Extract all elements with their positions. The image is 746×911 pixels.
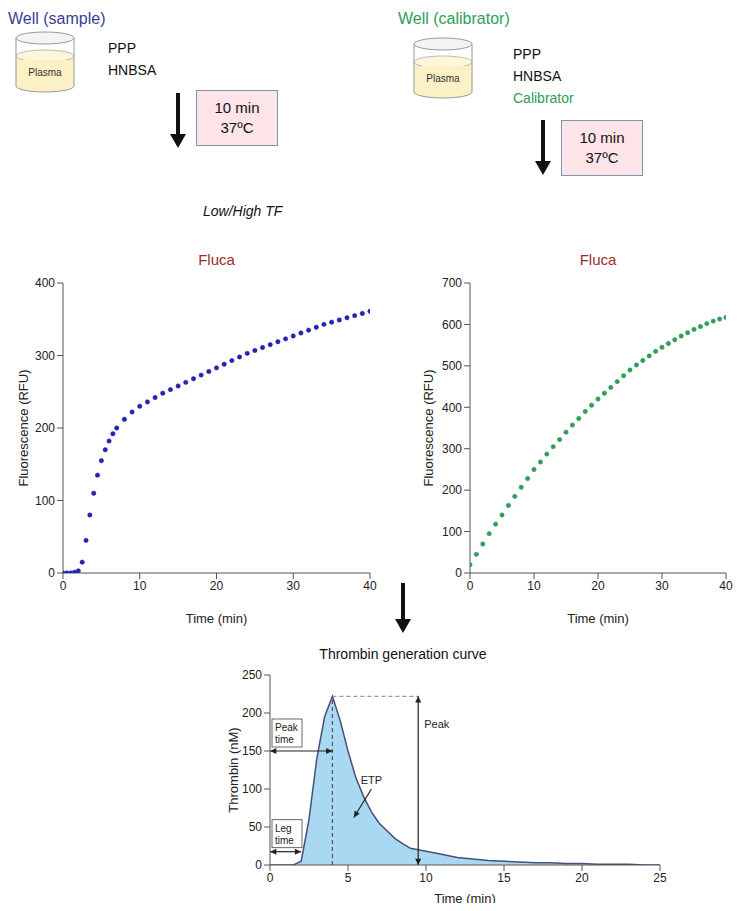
svg-text:10: 10 bbox=[527, 579, 541, 593]
svg-text:0: 0 bbox=[60, 579, 67, 593]
html-text:10 min: 10 min bbox=[214, 99, 260, 116]
svg-text:0: 0 bbox=[267, 871, 274, 885]
html-text:HNBSA: HNBSA bbox=[513, 68, 562, 84]
svg-text:20: 20 bbox=[591, 579, 605, 593]
svg-text:ETP: ETP bbox=[361, 774, 382, 786]
html-text:Time (min): Time (min) bbox=[185, 611, 248, 626]
svg-text:700: 700 bbox=[442, 276, 462, 290]
html-text:PPP: PPP bbox=[513, 46, 541, 62]
svg-text:30: 30 bbox=[287, 579, 301, 593]
html-text:Thrombin (nM): Thrombin (nM) bbox=[225, 727, 241, 813]
svg-text:10: 10 bbox=[133, 579, 147, 593]
html-text:10 min: 10 min bbox=[579, 129, 625, 146]
html-text:37ºC: 37ºC bbox=[585, 149, 619, 166]
svg-text:300: 300 bbox=[442, 442, 462, 456]
html-text:Thrombin generation curve: Thrombin generation curve bbox=[319, 646, 487, 662]
svg-text:500: 500 bbox=[442, 359, 462, 373]
svg-text:time: time bbox=[275, 835, 294, 846]
svg-text:15: 15 bbox=[497, 871, 511, 885]
svg-text:400: 400 bbox=[442, 401, 462, 415]
html-text:PPP: PPP bbox=[108, 40, 136, 56]
html-text:Time (min): Time (min) bbox=[434, 891, 496, 906]
svg-text:150: 150 bbox=[242, 744, 262, 758]
svg-text:100: 100 bbox=[442, 525, 462, 539]
html-text:Well (calibrator): Well (calibrator) bbox=[398, 10, 510, 27]
svg-text:40: 40 bbox=[719, 579, 733, 593]
svg-text:10: 10 bbox=[419, 871, 433, 885]
svg-text:5: 5 bbox=[345, 871, 352, 885]
svg-text:0: 0 bbox=[48, 566, 55, 580]
svg-text:300: 300 bbox=[35, 349, 55, 363]
svg-text:100: 100 bbox=[35, 494, 55, 508]
svg-text:20: 20 bbox=[575, 871, 589, 885]
svg-text:0: 0 bbox=[255, 858, 262, 872]
svg-text:Peak: Peak bbox=[275, 722, 299, 733]
svg-text:600: 600 bbox=[442, 318, 462, 332]
html-text:37ºC: 37ºC bbox=[220, 119, 254, 136]
html-text:Fluca: Fluca bbox=[579, 251, 617, 268]
svg-text:200: 200 bbox=[442, 483, 462, 497]
svg-text:Peak: Peak bbox=[424, 718, 450, 730]
html-text:Fluorescence (RFU): Fluorescence (RFU) bbox=[15, 369, 31, 487]
svg-text:40: 40 bbox=[363, 579, 377, 593]
svg-text:Leg: Leg bbox=[275, 823, 292, 834]
svg-text:200: 200 bbox=[242, 706, 262, 720]
svg-text:time: time bbox=[275, 734, 294, 745]
svg-text:Plasma: Plasma bbox=[426, 73, 460, 84]
svg-text:25: 25 bbox=[653, 871, 667, 885]
html-text:Time (min): Time (min) bbox=[567, 611, 629, 626]
svg-text:20: 20 bbox=[210, 579, 224, 593]
html-text:Low/High TF: Low/High TF bbox=[203, 203, 283, 219]
svg-text:100: 100 bbox=[242, 782, 262, 796]
html-text:Fluorescence (RFU): Fluorescence (RFU) bbox=[420, 369, 436, 487]
html-text:Well (sample): Well (sample) bbox=[8, 10, 106, 27]
svg-text:200: 200 bbox=[35, 421, 55, 435]
svg-text:400: 400 bbox=[35, 276, 55, 290]
html-text:Calibrator: Calibrator bbox=[513, 90, 574, 106]
svg-text:Plasma: Plasma bbox=[28, 67, 62, 78]
html-text:HNBSA: HNBSA bbox=[108, 62, 157, 78]
html-text:Fluca: Fluca bbox=[198, 251, 235, 268]
svg-text:30: 30 bbox=[655, 579, 669, 593]
svg-text:250: 250 bbox=[242, 668, 262, 682]
svg-text:0: 0 bbox=[455, 566, 462, 580]
svg-text:50: 50 bbox=[249, 820, 263, 834]
svg-text:0: 0 bbox=[467, 579, 474, 593]
